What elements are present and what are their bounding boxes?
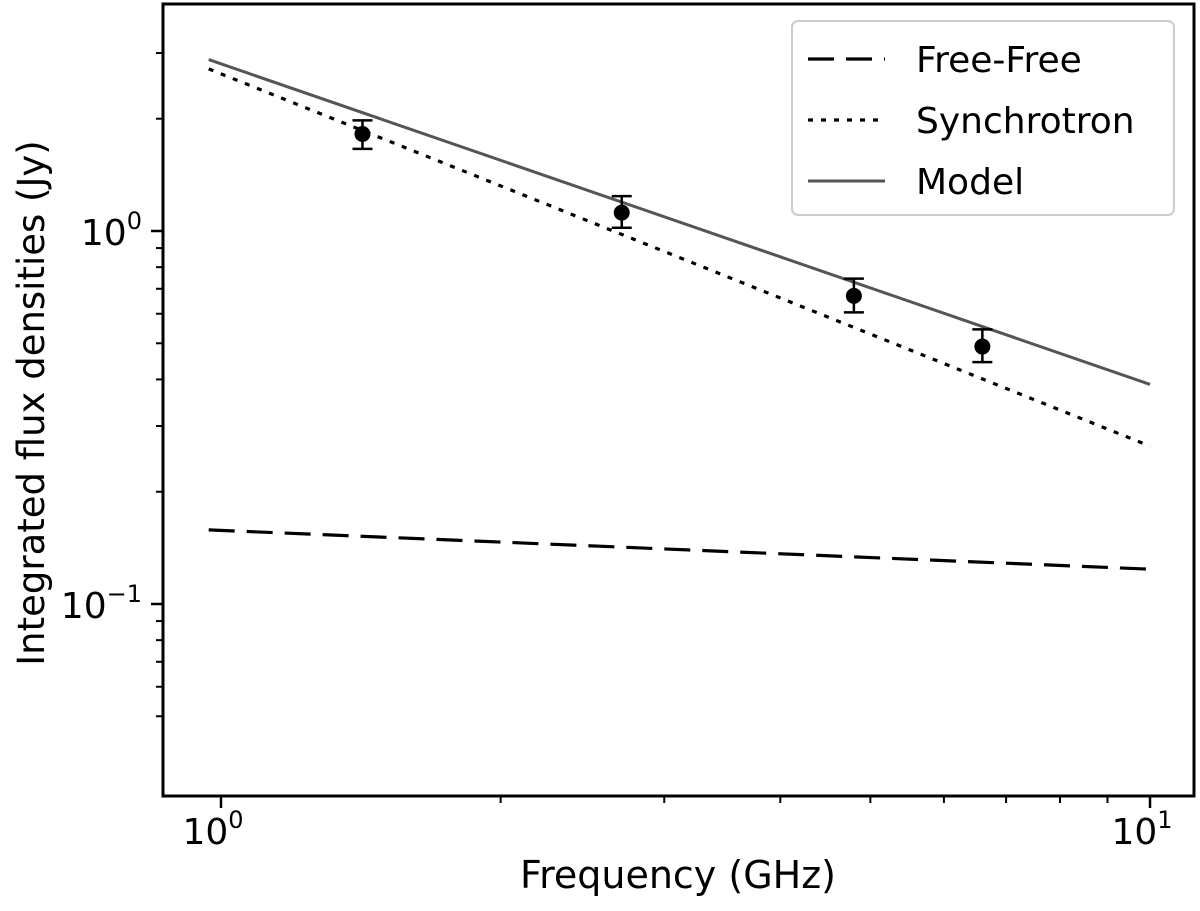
y-axis-label: Integrated flux densities (Jy)	[10, 140, 53, 665]
y-tick-label: 10−1	[61, 580, 142, 627]
legend: Free-Free Synchrotron Model	[791, 20, 1175, 216]
y-tick-label: 100	[81, 207, 142, 254]
x-tick-label: 100	[182, 806, 243, 853]
series-line-model	[208, 58, 1151, 386]
legend-box	[791, 20, 1175, 216]
data-point-group	[611, 194, 632, 230]
data-point	[613, 204, 630, 221]
plot-area	[208, 58, 1151, 571]
x-axis-label: Frequency (GHz)	[520, 853, 836, 897]
legend-label: Model	[916, 162, 1024, 203]
legend-label: Synchrotron	[916, 101, 1135, 142]
x-tick-label: 101	[1111, 806, 1172, 853]
data-point	[354, 125, 371, 142]
data-point-group	[972, 328, 993, 364]
data-point-group	[352, 119, 373, 151]
data-point-group	[843, 277, 864, 314]
legend-label: Free-Free	[916, 40, 1082, 81]
series-line-free-free	[208, 528, 1151, 571]
data-point	[974, 338, 991, 355]
plot-frame	[161, 2, 1196, 798]
data-point	[845, 287, 862, 304]
axis-ticks: 100 101 10−1 100	[61, 52, 1173, 853]
